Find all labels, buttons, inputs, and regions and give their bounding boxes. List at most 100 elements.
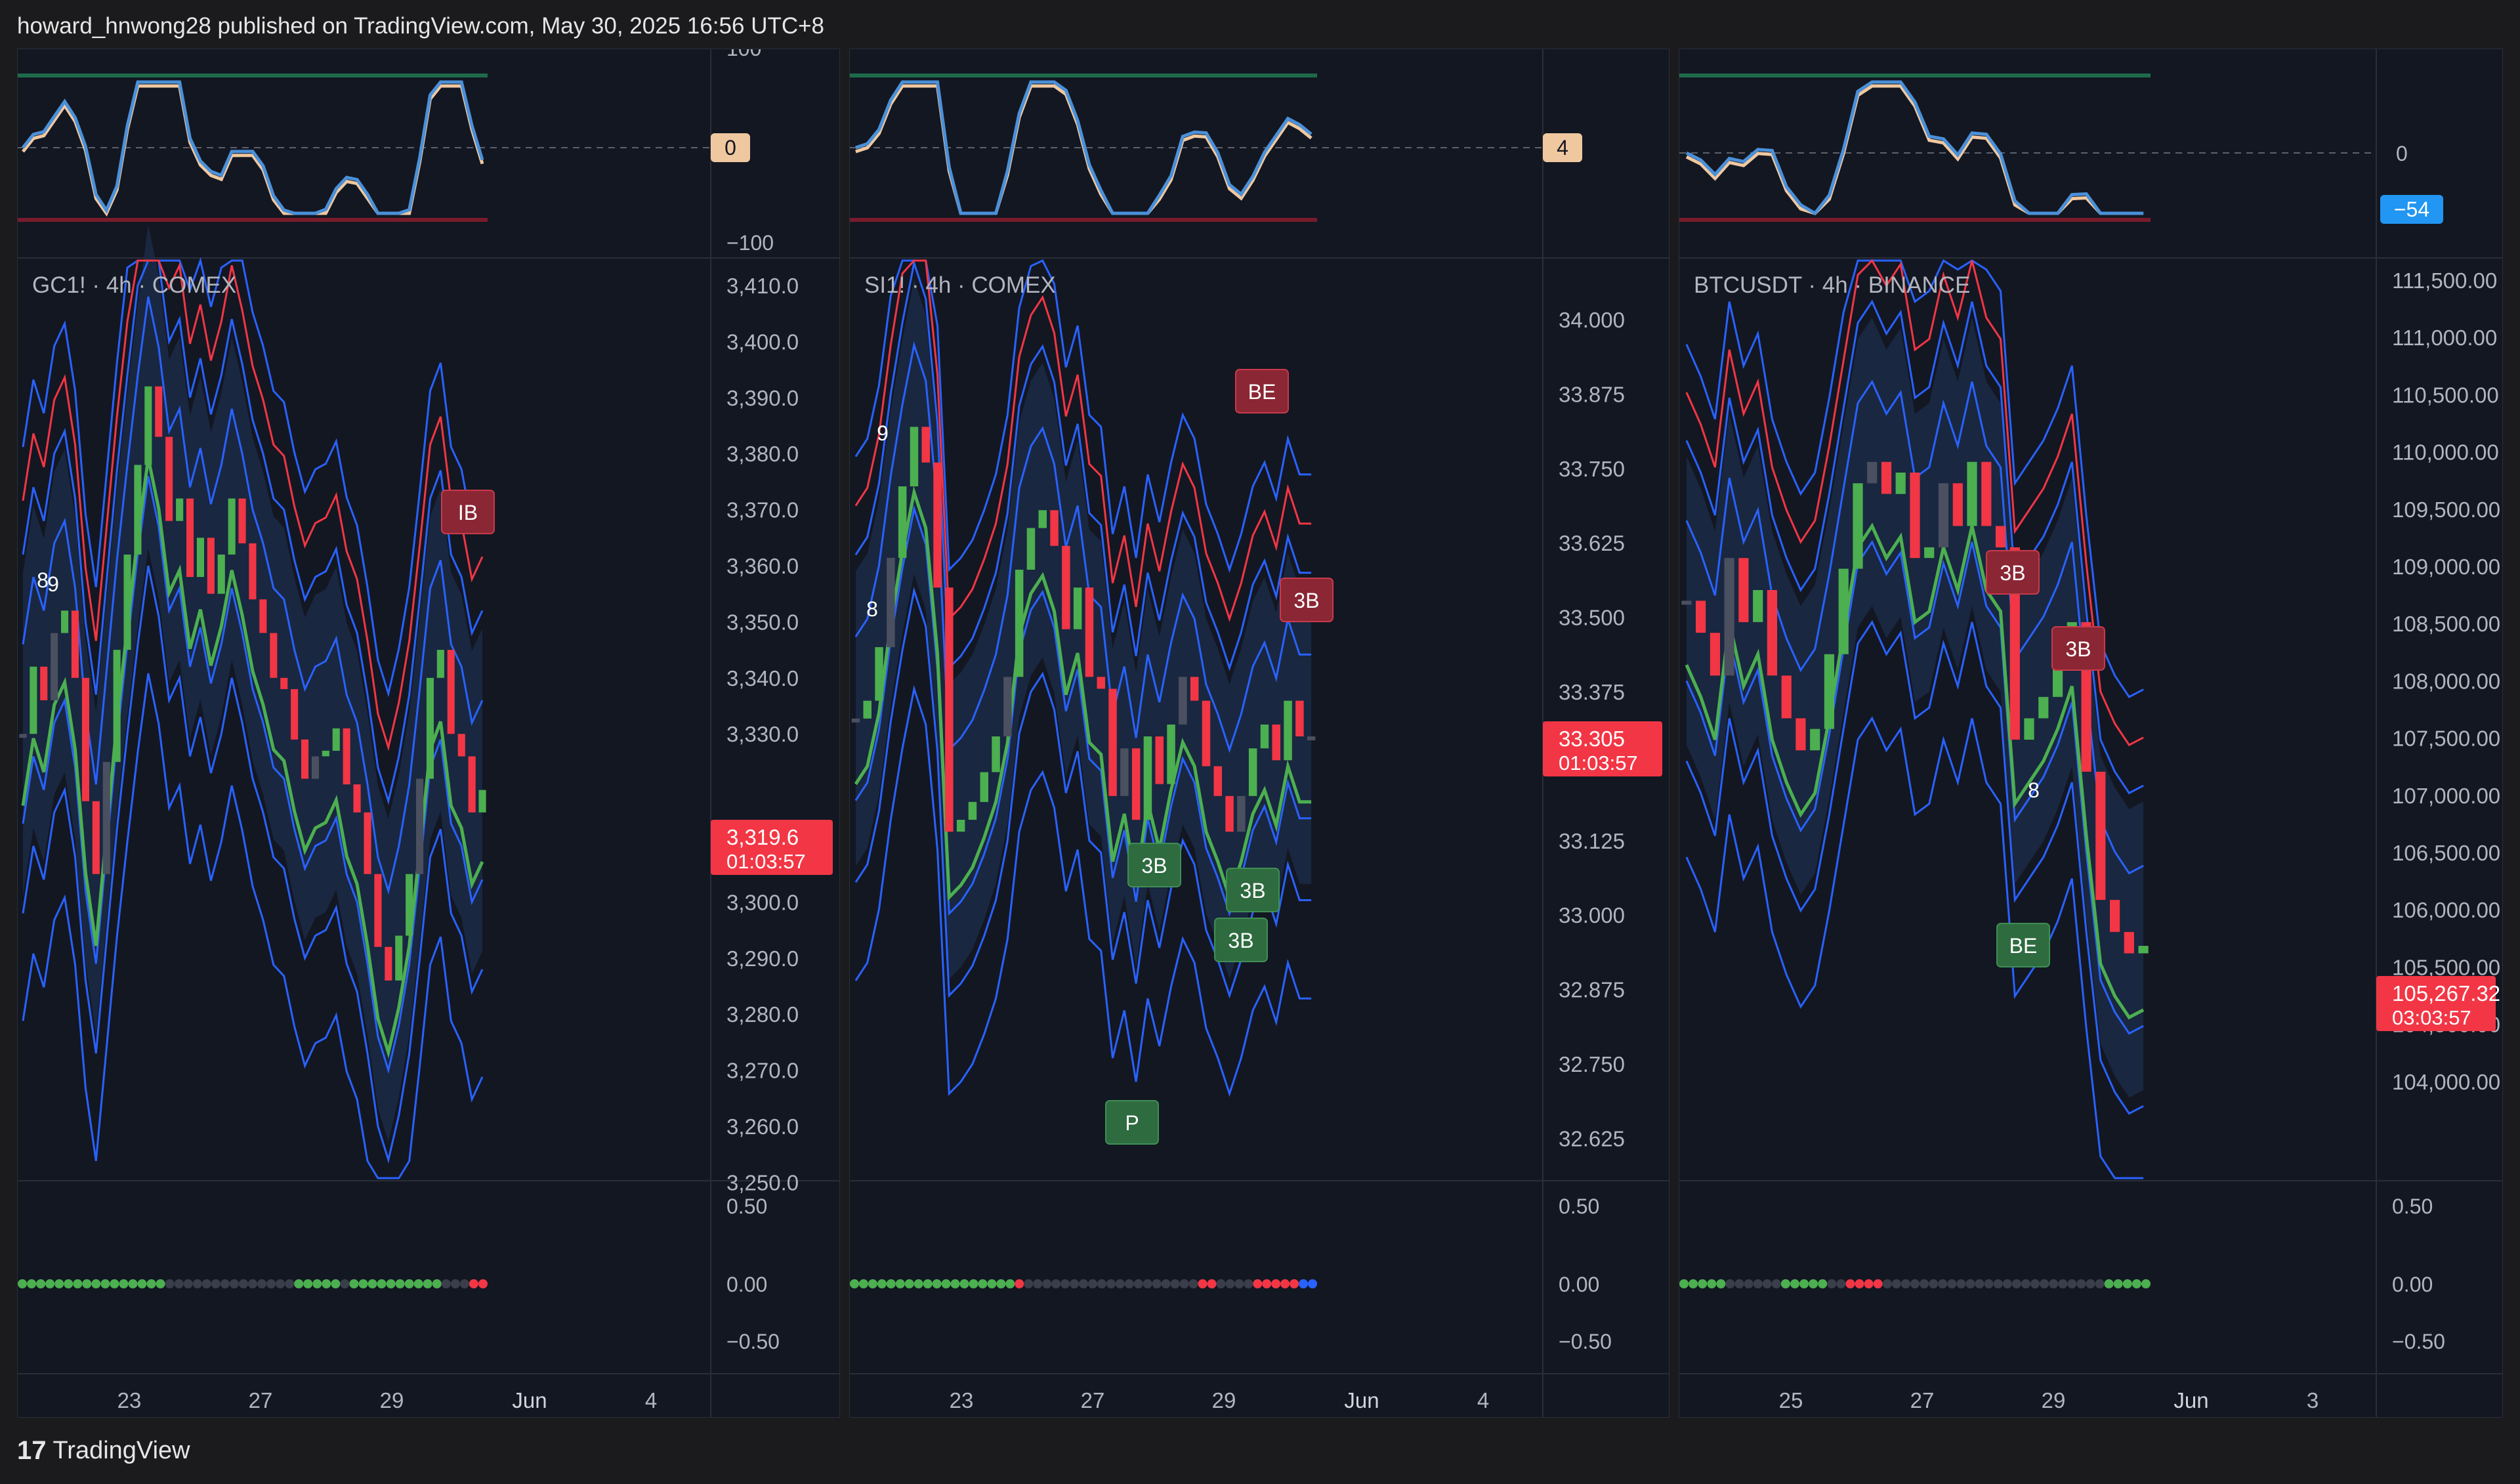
candle[interactable] — [1981, 461, 1992, 526]
candle[interactable] — [1202, 700, 1211, 767]
candle[interactable] — [1881, 461, 1892, 494]
candle[interactable] — [1179, 677, 1187, 725]
candle[interactable] — [1895, 473, 1906, 494]
candle[interactable] — [332, 728, 340, 751]
candle[interactable] — [1213, 766, 1223, 796]
candle[interactable] — [898, 486, 907, 558]
candle[interactable] — [134, 465, 142, 555]
candle[interactable] — [863, 700, 872, 719]
candle[interactable] — [186, 498, 194, 578]
candle[interactable] — [1260, 724, 1269, 749]
candle[interactable] — [217, 554, 225, 594]
candle[interactable] — [207, 538, 215, 594]
signal-marker[interactable] — [1235, 369, 1289, 413]
candle[interactable] — [1097, 677, 1106, 689]
candle[interactable] — [2138, 946, 2149, 954]
candle[interactable] — [1781, 675, 1792, 719]
candle[interactable] — [1796, 718, 1806, 751]
candle[interactable] — [426, 677, 434, 779]
candle[interactable] — [457, 734, 465, 757]
signal-marker[interactable] — [1127, 843, 1181, 887]
candle[interactable] — [851, 718, 860, 723]
candle[interactable] — [123, 554, 131, 650]
candle[interactable] — [1867, 461, 1878, 484]
candle[interactable] — [343, 728, 350, 785]
candle[interactable] — [155, 386, 163, 437]
signal-marker[interactable] — [1105, 1100, 1159, 1145]
candle[interactable] — [933, 462, 942, 588]
candle[interactable] — [956, 820, 965, 832]
candle[interactable] — [92, 801, 100, 874]
candle[interactable] — [1295, 700, 1304, 736]
candle[interactable] — [1131, 748, 1141, 820]
signal-marker[interactable] — [441, 490, 495, 534]
candle[interactable] — [165, 436, 173, 521]
candle[interactable] — [395, 935, 403, 981]
candle[interactable] — [1167, 724, 1175, 784]
candle[interactable] — [1003, 677, 1012, 736]
chart-panel-gold[interactable]: 100 −100 0 3,410.0 3,400.0 3,390.0 3,380.0 3,37… — [17, 49, 840, 1418]
candle[interactable] — [196, 538, 204, 578]
candle[interactable] — [2110, 900, 2120, 932]
candle[interactable] — [2024, 718, 2034, 740]
candle[interactable] — [144, 386, 152, 465]
candle[interactable] — [228, 498, 236, 555]
candle[interactable] — [2053, 665, 2063, 697]
candle[interactable] — [1248, 748, 1257, 796]
candle[interactable] — [1155, 736, 1164, 784]
candle[interactable] — [374, 874, 382, 947]
candle[interactable] — [1967, 461, 1977, 526]
candle[interactable] — [1995, 526, 2006, 547]
candle[interactable] — [1026, 528, 1036, 570]
candle[interactable] — [1038, 510, 1047, 528]
candle[interactable] — [910, 427, 919, 486]
candle[interactable] — [416, 778, 424, 874]
candle[interactable] — [875, 647, 883, 701]
candle[interactable] — [1724, 558, 1734, 676]
signal-marker[interactable] — [1226, 868, 1280, 912]
signal-marker[interactable] — [1214, 918, 1268, 962]
silver-chart-svg[interactable]: 4 34.000 33.875 33.750 33.625 33.500 33.375 33.… — [850, 49, 1670, 1418]
candle[interactable] — [980, 772, 989, 802]
candle[interactable] — [61, 610, 69, 633]
candle[interactable] — [945, 587, 954, 832]
candle[interactable] — [30, 666, 37, 734]
candle[interactable] — [364, 812, 371, 874]
candle[interactable] — [1225, 795, 1234, 832]
candle[interactable] — [2124, 931, 2134, 954]
candle[interactable] — [301, 739, 309, 779]
candle[interactable] — [1910, 473, 1920, 559]
candle[interactable] — [1838, 568, 1849, 654]
candle[interactable] — [2038, 696, 2049, 719]
candle[interactable] — [19, 734, 27, 738]
candle[interactable] — [1143, 736, 1152, 820]
signal-marker[interactable] — [1996, 923, 2050, 967]
gold-chart-svg[interactable]: 100 −100 0 3,410.0 3,400.0 3,390.0 3,380.0 3,37… — [18, 49, 840, 1418]
candle[interactable] — [478, 790, 486, 813]
candle[interactable] — [259, 599, 267, 633]
chart-panel-bitcoin[interactable]: 0 −54 111,500.00 111,000.00 110,500.00 110,00… — [1679, 49, 2503, 1418]
candle[interactable] — [291, 689, 299, 740]
candle[interactable] — [436, 650, 444, 678]
signal-marker[interactable] — [2051, 626, 2105, 671]
candle[interactable] — [1853, 483, 1863, 569]
candle[interactable] — [1924, 547, 1935, 559]
candle[interactable] — [1753, 590, 1763, 622]
candle[interactable] — [1681, 601, 1692, 605]
signal-marker[interactable] — [1280, 578, 1334, 622]
candle[interactable] — [1696, 601, 1706, 633]
candle[interactable] — [353, 784, 361, 813]
candle[interactable] — [1085, 587, 1094, 677]
candle[interactable] — [921, 427, 931, 463]
candle[interactable] — [2009, 547, 2020, 740]
candle[interactable] — [1190, 677, 1199, 701]
candle[interactable] — [1108, 689, 1117, 796]
candle[interactable] — [40, 666, 48, 700]
candle[interactable] — [1952, 483, 1963, 526]
candle[interactable] — [1824, 654, 1834, 729]
candle[interactable] — [1710, 633, 1720, 676]
chart-panel-silver[interactable]: 4 34.000 33.875 33.750 33.625 33.500 33.375 33.… — [849, 49, 1670, 1418]
candle[interactable] — [1237, 795, 1246, 832]
candle[interactable] — [1284, 700, 1292, 761]
candle[interactable] — [71, 610, 79, 678]
